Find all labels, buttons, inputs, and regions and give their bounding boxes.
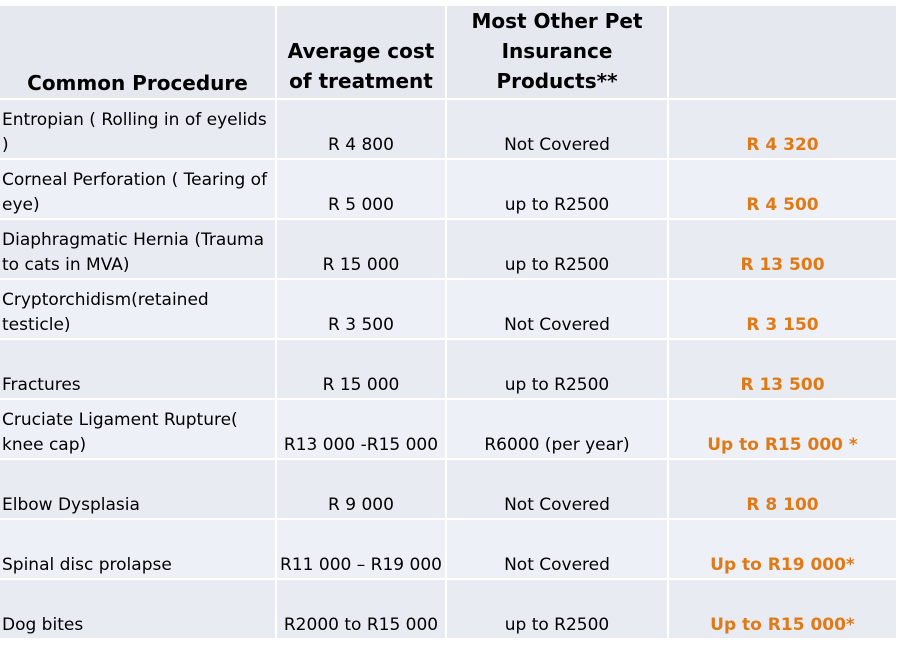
our-cover-cell: R 13 500	[669, 340, 896, 398]
our-cover-cell: Up to R15 000*	[669, 580, 896, 638]
header-row: Common Procedure Average cost of treatme…	[0, 6, 896, 98]
our-cover-cell: R 13 500	[669, 220, 896, 278]
procedure-cell: Entropian ( Rolling in of eyelids )	[0, 100, 275, 158]
average-cost-cell: R13 000 -R15 000	[277, 400, 445, 458]
procedure-cost-table: Common Procedure Average cost of treatme…	[0, 4, 898, 640]
procedure-cell: Dog bites	[0, 580, 275, 638]
average-cost-cell: R 4 800	[277, 100, 445, 158]
header-our-cover	[669, 6, 896, 98]
other-products-cell: up to R2500	[447, 220, 667, 278]
procedure-cell: Cryptorchidism(retained testicle)	[0, 280, 275, 338]
procedure-cell: Cruciate Ligament Rupture( knee cap)	[0, 400, 275, 458]
table-row: Spinal disc prolapse R11 000 – R19 000 N…	[0, 520, 896, 578]
other-products-cell: R6000 (per year)	[447, 400, 667, 458]
average-cost-cell: R 15 000	[277, 220, 445, 278]
average-cost-cell: R2000 to R15 000	[277, 580, 445, 638]
table-row: Elbow Dysplasia R 9 000 Not Covered R 8 …	[0, 460, 896, 518]
other-products-cell: Not Covered	[447, 460, 667, 518]
procedure-cell: Elbow Dysplasia	[0, 460, 275, 518]
table-row: Fractures R 15 000 up to R2500 R 13 500	[0, 340, 896, 398]
our-cover-cell: Up to R19 000*	[669, 520, 896, 578]
table-row: Dog bites R2000 to R15 000 up to R2500 U…	[0, 580, 896, 638]
average-cost-cell: R 5 000	[277, 160, 445, 218]
header-common-procedure: Common Procedure	[0, 6, 275, 98]
our-cover-cell: Up to R15 000 *	[669, 400, 896, 458]
other-products-cell: Not Covered	[447, 520, 667, 578]
average-cost-cell: R11 000 – R19 000	[277, 520, 445, 578]
our-cover-cell: R 8 100	[669, 460, 896, 518]
table-row: Corneal Perforation ( Tearing of eye) R …	[0, 160, 896, 218]
other-products-cell: Not Covered	[447, 100, 667, 158]
table-row: Cryptorchidism(retained testicle) R 3 50…	[0, 280, 896, 338]
other-products-cell: up to R2500	[447, 580, 667, 638]
other-products-cell: up to R2500	[447, 160, 667, 218]
procedure-cell: Spinal disc prolapse	[0, 520, 275, 578]
our-cover-cell: R 3 150	[669, 280, 896, 338]
procedure-cell: Fractures	[0, 340, 275, 398]
other-products-cell: up to R2500	[447, 340, 667, 398]
table-row: Cruciate Ligament Rupture( knee cap) R13…	[0, 400, 896, 458]
our-cover-cell: R 4 320	[669, 100, 896, 158]
our-cover-cell: R 4 500	[669, 160, 896, 218]
procedure-cell: Corneal Perforation ( Tearing of eye)	[0, 160, 275, 218]
table-row: Diaphragmatic Hernia (Trauma to cats in …	[0, 220, 896, 278]
average-cost-cell: R 9 000	[277, 460, 445, 518]
header-average-cost: Average cost of treatment	[277, 6, 445, 98]
header-other-products: Most Other Pet Insurance Products**	[447, 6, 667, 98]
procedure-cell: Diaphragmatic Hernia (Trauma to cats in …	[0, 220, 275, 278]
average-cost-cell: R 3 500	[277, 280, 445, 338]
other-products-cell: Not Covered	[447, 280, 667, 338]
table-row: Entropian ( Rolling in of eyelids ) R 4 …	[0, 100, 896, 158]
average-cost-cell: R 15 000	[277, 340, 445, 398]
